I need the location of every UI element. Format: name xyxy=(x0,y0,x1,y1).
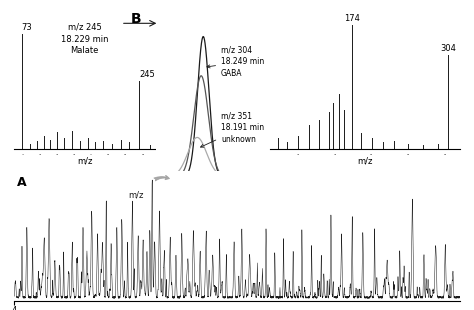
Text: m/z 304
18.249 min
GABA: m/z 304 18.249 min GABA xyxy=(207,46,264,78)
Text: 73: 73 xyxy=(22,23,33,32)
Text: 304: 304 xyxy=(440,44,456,53)
Text: 174: 174 xyxy=(345,14,360,23)
Text: A: A xyxy=(17,176,26,189)
Text: m/z: m/z xyxy=(128,190,143,199)
X-axis label: m/z: m/z xyxy=(357,156,373,165)
Text: m/z 245
18.229 min
Malate: m/z 245 18.229 min Malate xyxy=(61,23,109,55)
Text: B: B xyxy=(130,12,141,26)
Text: 245: 245 xyxy=(139,70,155,79)
X-axis label: m/z: m/z xyxy=(78,156,93,165)
Text: m/z 351
18.191 min
unknown: m/z 351 18.191 min unknown xyxy=(201,111,264,147)
